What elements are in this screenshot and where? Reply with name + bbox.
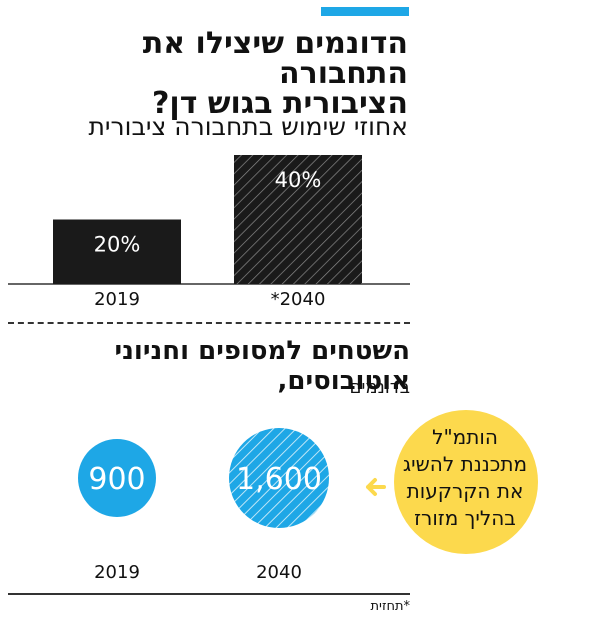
callout-line: מתכננת להשיג: [402, 452, 528, 476]
bubble-2019: [78, 439, 156, 517]
bar-2040: [234, 155, 362, 284]
bubble-category-label: 2040: [256, 562, 302, 583]
page-title: הדונמים שיצילו את התחבורה הציבורית בגוש …: [8, 29, 408, 119]
chart1-title: אחוזי שימוש בתחבורה ציבורית: [88, 112, 409, 141]
chart2-title: השטחים למסופים וחניוני אוטובוסים,: [114, 336, 410, 396]
bar-value-label: 40%: [275, 168, 322, 192]
title-line-2: הציבורית בגוש דן?: [152, 86, 408, 121]
bubble-value-label: 1,600: [236, 462, 322, 497]
bar-2019: [53, 219, 181, 284]
accent-bar: [321, 7, 409, 16]
title-line-1: הדונמים שיצילו את התחבורה: [142, 26, 408, 91]
arrow-left-icon: [366, 478, 386, 496]
footnote: *תחזית: [370, 599, 411, 614]
callout-line: את הקרקעות: [406, 479, 524, 503]
bubble-2040: [229, 428, 329, 528]
bar-category-label: *2040: [270, 289, 326, 310]
callout-text: הותמ"ל מתכננת להשיג את הקרקעות בהליך מזו…: [394, 424, 536, 532]
chart2-unit: בדונמים: [349, 377, 410, 398]
section-divider: [8, 322, 410, 324]
bubble-category-label: 2019: [94, 562, 140, 583]
callout-circle: [394, 410, 538, 554]
bubble-value-label: 900: [88, 462, 145, 497]
bar-value-label: 20%: [94, 233, 141, 257]
bottom-rule: [8, 593, 410, 595]
bar-category-label: 2019: [94, 289, 140, 310]
callout-line: הותמ"ל: [432, 425, 498, 449]
callout-line: בהליך מזורז: [414, 506, 516, 530]
